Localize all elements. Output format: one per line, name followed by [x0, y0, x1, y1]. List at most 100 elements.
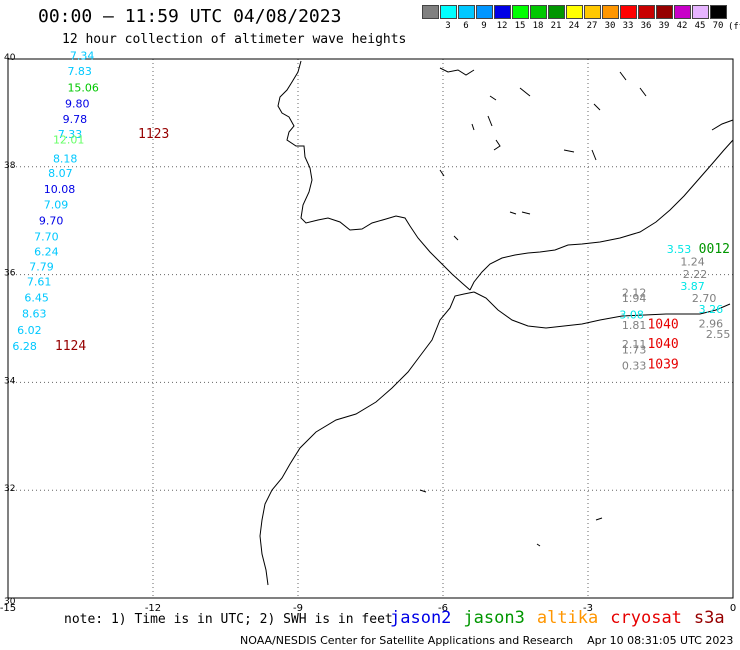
wave-height-value: 2.11 [622, 338, 647, 351]
lon-tick-label: 0 [730, 603, 736, 612]
legend-cell: 21 [547, 5, 565, 32]
satellite-name: altika [536, 608, 599, 628]
wave-height-value: 2.22 [683, 268, 708, 281]
lon-tick-label: -9 [293, 603, 303, 612]
legend-label: 27 [586, 21, 598, 31]
legend-label: 36 [640, 21, 652, 31]
legend-label: 12 [496, 21, 508, 31]
satellite-name: cryosat [610, 608, 682, 628]
credit-text: NOAA/NESDIS Center for Satellite Applica… [240, 634, 574, 647]
coast-fragment [595, 517, 603, 521]
legend-swatch [547, 5, 565, 19]
legend-cell: 12 [493, 5, 511, 32]
wave-height-value: 6.45 [24, 292, 49, 305]
lat-tick-label: 40 [4, 53, 16, 63]
wave-height-value: 7.79 [29, 260, 54, 273]
coast-fragment [619, 71, 627, 81]
coast-fragment [536, 543, 541, 547]
legend-swatch [655, 5, 673, 19]
legend-cell: 15 [511, 5, 529, 32]
legend-cell: 70 [709, 5, 727, 32]
wave-height-value: 8.18 [53, 152, 77, 165]
map-frame [7, 58, 734, 599]
wave-height-value: 9.70 [39, 214, 64, 227]
coastline [259, 60, 734, 586]
coast-fragment [453, 235, 459, 241]
wave-height-value: 8.63 [22, 308, 47, 321]
legend-swatch [457, 5, 475, 19]
wave-height-value: 3.87 [680, 280, 705, 293]
lat-tick-label: 34 [4, 376, 16, 386]
lon-tick-label: -3 [583, 603, 593, 612]
wave-height-value: 2.70 [692, 292, 717, 305]
wave-height-value: 1.94 [622, 292, 647, 305]
wave-height-value: 6.28 [12, 340, 37, 353]
legend-label: 21 [550, 21, 562, 31]
legend-cell: 27 [583, 5, 601, 32]
africa-med-coastline [473, 291, 731, 329]
coast-fragment [471, 123, 475, 131]
legend-cell: 24 [565, 5, 583, 32]
legend-cell: 36 [637, 5, 655, 32]
wave-height-value: 1.24 [680, 255, 705, 268]
wave-height-value: 6.02 [17, 324, 42, 337]
coast-fragment [489, 95, 497, 101]
coast-fragment [563, 149, 575, 153]
pass-time-value: 1124 [55, 339, 86, 354]
legend-cell: 30 [601, 5, 619, 32]
lat-tick-label: 30 [4, 597, 16, 607]
coast-fragment [593, 103, 601, 111]
lon-tick-label: -12 [145, 603, 161, 612]
wave-height-value: 2.55 [706, 328, 731, 341]
legend-swatch [493, 5, 511, 19]
lon-tick-label: -6 [438, 603, 448, 612]
wave-height-value: 7.33 [58, 128, 83, 141]
wave-height-value: 7.34 [70, 50, 95, 63]
legend-swatch [673, 5, 691, 19]
legend-swatch [565, 5, 583, 19]
pass-time-value: 1040 [647, 318, 678, 333]
chart-subtitle: 12 hour collection of altimeter wave hei… [62, 32, 407, 47]
lat-tick-label: 36 [4, 269, 16, 279]
legend-swatch [619, 5, 637, 19]
satellite-name: jason3 [463, 608, 525, 628]
wave-height-value: 6.24 [34, 246, 59, 259]
pass-time-value: 1039 [647, 357, 678, 372]
legend-label: 18 [532, 21, 544, 31]
legend-label: 15 [514, 21, 526, 31]
pass-time-value: 1040 [647, 337, 678, 352]
legend-cell: 18 [529, 5, 547, 32]
legend-swatch [637, 5, 655, 19]
wave-height-value: 7.09 [44, 198, 68, 211]
legend-unit: (ft) [728, 22, 740, 32]
legend-cell: 45 [691, 5, 709, 32]
wave-height-value: 1.81 [622, 319, 647, 332]
legend-cell: 3 [439, 5, 457, 32]
coast-fragment [487, 115, 493, 127]
legend-swatch [439, 5, 457, 19]
lat-tick-label: 38 [4, 161, 16, 171]
legend-swatch [691, 5, 709, 19]
wave-height-value: 7.61 [27, 275, 51, 288]
wave-height-value: 3.08 [619, 308, 644, 321]
wave-height-value: 2.96 [699, 317, 724, 330]
legend-swatch [421, 5, 439, 19]
chart-title: 00:00 – 11:59 UTC 04/08/2023 [38, 6, 342, 27]
legend-cell [421, 5, 439, 32]
wave-height-value: 9.80 [65, 98, 90, 111]
footer-note: note: 1) Time is in UTC; 2) SWH is in fe… [64, 612, 393, 627]
legend-label: 45 [694, 21, 706, 31]
legend-swatch [709, 5, 727, 19]
longitude-ticks: -15 -12 -9 -6 -3 0 [0, 603, 736, 612]
wave-height-value: 7.83 [67, 65, 92, 78]
lat-tick-label: 32 [4, 484, 15, 494]
coast-fragment [591, 149, 597, 161]
satellite-name: jason2 [390, 608, 452, 628]
wave-height-value: 3.26 [699, 303, 724, 316]
coast-fragment [711, 119, 734, 131]
legend-label: 6 [463, 21, 469, 31]
coast-fragment [639, 87, 647, 97]
coast-fragment [493, 139, 501, 151]
legend-swatch [529, 5, 547, 19]
